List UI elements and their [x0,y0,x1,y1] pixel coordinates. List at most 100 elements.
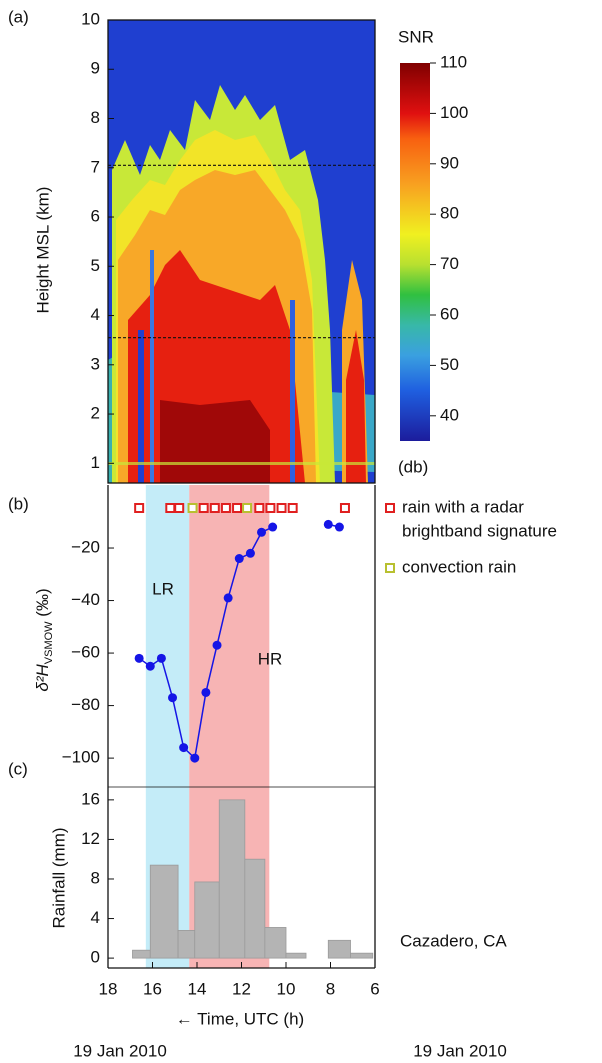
rain-marker [254,503,265,513]
period-label: HR [258,649,283,668]
colorbar-tick-label: 70 [440,254,459,273]
y-tick-label: −60 [71,643,100,662]
colorbar-unit: (db) [398,457,428,476]
y-tick-label: 7 [91,157,100,176]
colorbar-tick-label: 110 [440,52,467,71]
annotation: Cazadero, CA [400,931,507,950]
y-axis-title-unit: (‰) [33,588,52,621]
y-tick-label: 9 [91,59,100,78]
legend-marker [385,503,395,513]
rain-marker [265,503,276,513]
rain-marker [287,503,298,513]
y-tick-label: 2 [91,404,100,423]
y-tick-label: 10 [81,9,100,28]
legend-label: rain with a radar [402,497,524,516]
y-tick-label: 6 [91,207,100,226]
data-point [334,522,344,532]
rain-marker [134,503,145,513]
y-axis-title: δ²H [33,664,52,692]
bar [327,939,351,959]
x-axis-title: ← Time, UTC (h) [176,1009,304,1028]
radar-image [108,20,375,483]
colorbar-tick-label: 40 [440,405,459,424]
y-tick-label: −40 [71,590,100,609]
rain-marker [276,503,287,513]
bar [132,949,151,959]
bar [194,881,220,959]
colorbar-tick-label: 50 [440,355,459,374]
rain-marker [339,503,350,513]
y-axis-title: Height MSL (km) [33,187,52,314]
bar [350,952,374,959]
colorbar-tick-label: 80 [440,204,459,223]
date-label: 19 Jan 2010 [413,1041,507,1060]
legend-marker [385,563,395,573]
bar [149,864,179,959]
y-axis-title: Rainfall (mm) [49,827,68,928]
y-tick-label: −100 [62,748,100,767]
colorbar-tick-label: 60 [440,304,459,323]
y-tick-label: 3 [91,354,100,373]
legend-label: convection rain [402,557,516,576]
data-point [168,693,178,703]
data-point [190,753,200,763]
colorbar-title: SNR [398,27,434,46]
rain-marker [165,503,176,513]
y-tick-label: 0 [91,948,100,967]
colorbar-tick-label: 90 [440,153,459,172]
date-label: 19 Jan 2010 [73,1041,167,1060]
data-point [179,743,189,753]
y-tick-label: 5 [91,256,100,275]
rain-marker [242,503,253,513]
rain-marker [198,503,209,513]
x-tick-label: 6 [370,979,379,998]
colorbar-tick-label: 100 [440,103,468,122]
y-axis-title-sub: VSMOW [43,621,55,664]
y-tick-label: 1 [91,453,100,472]
rain-marker [220,503,231,513]
bar [177,930,196,959]
panel-label: (a) [8,7,29,26]
data-point [134,653,144,663]
data-point [201,687,211,697]
y-tick-label: −80 [71,695,100,714]
data-point [234,554,244,564]
legend-label: brightband signature [402,521,557,540]
x-tick-label: 10 [277,979,296,998]
rain-marker [174,503,185,513]
y-tick-label: 16 [81,789,100,808]
colorbar [400,63,430,441]
data-point [257,527,267,537]
x-tick-label: 12 [232,979,251,998]
y-tick-label: −20 [71,538,100,557]
x-tick-label: 16 [143,979,162,998]
y-tick-label: 12 [81,829,100,848]
x-tick-label: 14 [188,979,207,998]
panel-frame [107,19,376,484]
rain-marker [232,503,243,513]
y-axis-title: δ²HVSMOW (‰) [33,588,54,691]
y-tick-label: 8 [91,868,100,887]
y-tick-label: 4 [91,305,100,324]
x-tick-label: 18 [99,979,118,998]
data-point [223,593,233,603]
panel-label: (b) [8,494,29,513]
period-label: LR [152,579,174,598]
y-tick-label: 4 [91,908,100,927]
rain-marker [187,503,198,513]
panel-label: (c) [8,759,28,778]
data-point [212,640,222,650]
rain-marker [209,503,220,513]
bar [218,799,246,959]
data-point [145,661,155,671]
y-tick-label: 8 [91,108,100,127]
bar [244,858,266,959]
data-point [156,653,166,663]
bar [264,927,287,959]
x-tick-label: 8 [326,979,335,998]
data-point [268,522,278,532]
bar [285,952,307,959]
data-point [323,519,333,529]
data-point [245,548,255,558]
